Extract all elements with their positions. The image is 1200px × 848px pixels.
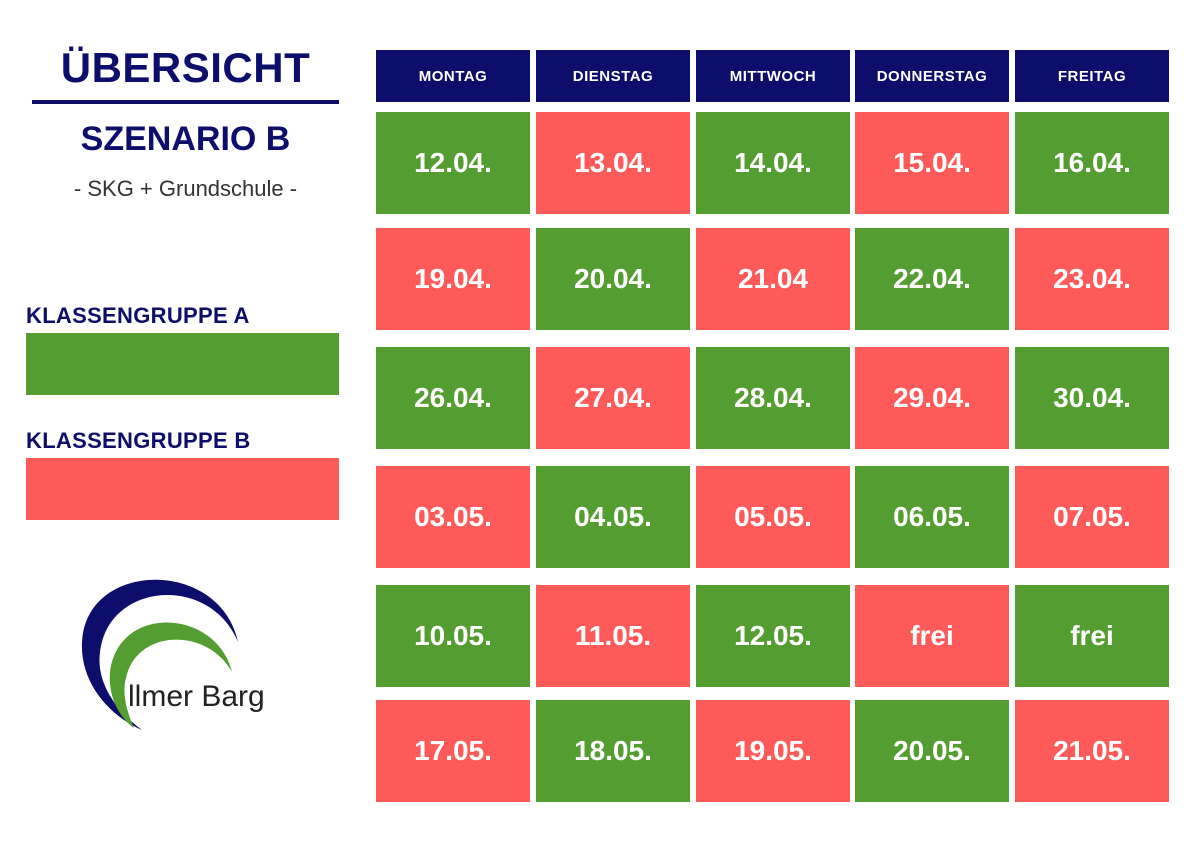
legend-label-group-b: KLASSENGRUPPE B (26, 428, 251, 453)
logo-wordmark: llmer Barg (128, 680, 265, 713)
day-cell: 14.04. (696, 112, 850, 214)
day-cell: 06.05. (855, 466, 1009, 568)
day-cell: 07.05. (1015, 466, 1169, 568)
header-mittwoch: MITTWOCH (696, 50, 850, 102)
scenario-description: - SKG + Grundschule - (73, 176, 298, 201)
day-cell: 21.04 (696, 228, 850, 330)
day-cell: 30.04. (1015, 347, 1169, 449)
day-cell: 20.04. (536, 228, 690, 330)
day-cell: frei (1015, 585, 1169, 687)
day-cell: 13.04. (536, 112, 690, 214)
day-cell: 03.05. (376, 466, 530, 568)
legend-label-group-a: KLASSENGRUPPE A (26, 303, 250, 328)
day-cell: 05.05. (696, 466, 850, 568)
day-cell: 15.04. (855, 112, 1009, 214)
day-cell: 18.05. (536, 700, 690, 802)
day-cell: 22.04. (855, 228, 1009, 330)
day-cell: 19.04. (376, 228, 530, 330)
day-cell: 11.05. (536, 585, 690, 687)
day-cell: 17.05. (376, 700, 530, 802)
day-cell: 20.05. (855, 700, 1009, 802)
day-cell: 10.05. (376, 585, 530, 687)
day-cell: 16.04. (1015, 112, 1169, 214)
day-cell: 21.05. (1015, 700, 1169, 802)
page-title: ÜBERSICHT (60, 44, 311, 91)
day-cell: 12.04. (376, 112, 530, 214)
header-dienstag: DIENSTAG (536, 50, 690, 102)
header-montag: MONTAG (376, 50, 530, 102)
day-cell: 04.05. (536, 466, 690, 568)
day-cell: 19.05. (696, 700, 850, 802)
school-logo: llmer Barg (81, 579, 265, 730)
day-cell: 12.05. (696, 585, 850, 687)
scenario-title: SZENARIO B (80, 120, 291, 158)
day-cell: 27.04. (536, 347, 690, 449)
day-cell: 28.04. (696, 347, 850, 449)
header-freitag: FREITAG (1015, 50, 1169, 102)
day-cell: frei (855, 585, 1009, 687)
title-divider (32, 100, 339, 104)
legend-swatch-group-b (26, 458, 339, 520)
day-cell: 23.04. (1015, 228, 1169, 330)
header-donnerstag: DONNERSTAG (855, 50, 1009, 102)
day-cell: 26.04. (376, 347, 530, 449)
day-cell: 29.04. (855, 347, 1009, 449)
legend-swatch-group-a (26, 333, 339, 395)
